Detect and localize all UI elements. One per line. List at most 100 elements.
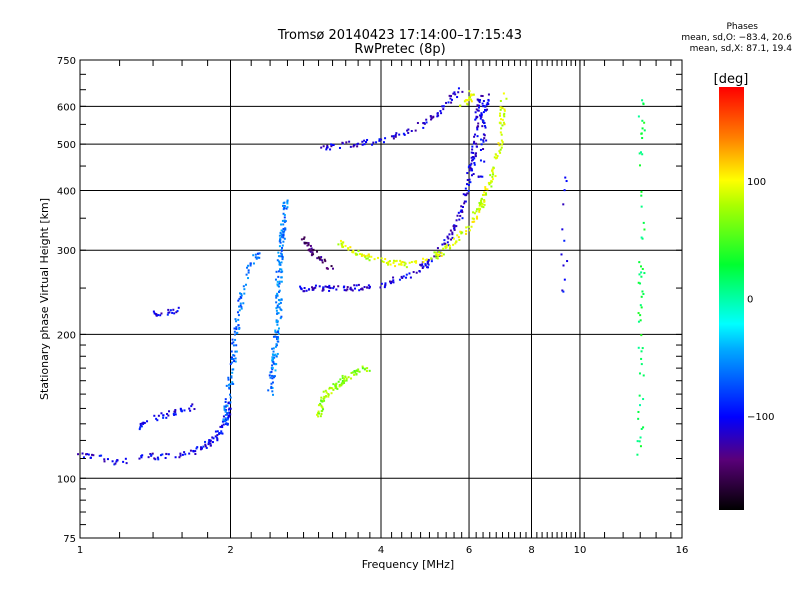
data-point: [446, 235, 449, 238]
data-point: [272, 376, 275, 379]
data-point: [470, 162, 473, 165]
chart-title: Tromsø 20140423 17:14:00–17:15:43: [277, 28, 523, 43]
data-point: [277, 327, 280, 330]
data-point: [139, 424, 142, 427]
data-point: [277, 260, 280, 263]
data-point: [334, 385, 337, 388]
data-point: [270, 382, 273, 385]
data-point: [481, 203, 484, 206]
data-point: [422, 265, 425, 268]
data-point: [188, 407, 191, 410]
y-tick-label: 100: [57, 474, 76, 485]
data-point: [372, 141, 375, 144]
data-point: [232, 341, 235, 344]
data-point: [378, 139, 381, 142]
data-point: [166, 313, 169, 316]
data-point: [641, 127, 644, 130]
y-tick-label: 500: [57, 140, 76, 151]
data-point: [224, 420, 227, 423]
data-point: [380, 257, 383, 260]
data-point: [469, 181, 472, 184]
data-point: [226, 423, 229, 426]
data-point: [468, 96, 471, 99]
data-point: [238, 327, 241, 330]
data-point: [306, 244, 309, 247]
data-point: [277, 275, 280, 278]
data-point: [243, 292, 246, 295]
data-point: [452, 225, 455, 228]
data-point: [499, 112, 502, 115]
data-point: [174, 456, 177, 459]
data-point: [563, 239, 566, 242]
data-point: [142, 421, 145, 424]
data-point: [469, 164, 472, 167]
data-point: [171, 311, 174, 314]
data-point: [642, 221, 645, 224]
data-point: [270, 385, 273, 388]
data-point: [162, 414, 165, 417]
data-point: [245, 273, 248, 276]
data-point: [392, 137, 395, 140]
data-point: [402, 132, 405, 135]
data-point: [488, 183, 491, 186]
data-point: [282, 212, 285, 215]
data-point: [474, 153, 477, 156]
data-point: [448, 244, 451, 247]
data-point: [337, 380, 340, 383]
data-point: [482, 148, 485, 151]
data-point: [172, 412, 175, 415]
data-point: [286, 200, 289, 203]
data-point: [505, 97, 508, 100]
data-point: [464, 194, 467, 197]
data-point: [307, 242, 310, 245]
data-point: [440, 112, 443, 115]
data-point: [639, 282, 642, 285]
data-point: [323, 258, 326, 261]
data-point: [436, 112, 439, 115]
data-point: [224, 413, 227, 416]
data-point: [636, 453, 639, 456]
data-point: [433, 255, 436, 258]
data-point: [482, 139, 485, 142]
data-point: [183, 409, 186, 412]
data-point: [352, 249, 355, 252]
data-point: [323, 395, 326, 398]
data-point: [435, 252, 438, 255]
data-point: [642, 374, 645, 377]
data-point: [469, 166, 472, 169]
data-point: [322, 286, 325, 289]
data-point: [172, 308, 175, 311]
data-point: [227, 417, 230, 420]
data-point: [475, 145, 478, 148]
data-point: [480, 113, 483, 116]
data-point: [394, 135, 397, 138]
data-point: [81, 452, 84, 455]
data-point: [277, 255, 280, 258]
data-point: [155, 417, 158, 420]
data-point: [491, 178, 494, 181]
data-point: [233, 354, 236, 357]
data-point: [478, 201, 481, 204]
data-point: [283, 227, 286, 230]
data-point: [224, 405, 227, 408]
data-point: [240, 305, 243, 308]
data-point: [188, 452, 191, 455]
data-point: [453, 91, 456, 94]
data-point: [496, 156, 499, 159]
data-point: [440, 254, 443, 257]
data-point: [226, 404, 229, 407]
data-point: [195, 447, 198, 450]
data-point: [277, 251, 280, 254]
data-point: [639, 319, 642, 322]
data-point: [643, 121, 646, 124]
data-point: [447, 244, 450, 247]
data-point: [640, 427, 643, 430]
data-point: [286, 199, 289, 202]
data-point: [235, 350, 238, 353]
data-point: [440, 252, 443, 255]
data-point: [237, 314, 240, 317]
data-point: [447, 237, 450, 240]
data-point: [454, 93, 457, 96]
data-point: [379, 286, 382, 289]
data-point: [354, 287, 357, 290]
